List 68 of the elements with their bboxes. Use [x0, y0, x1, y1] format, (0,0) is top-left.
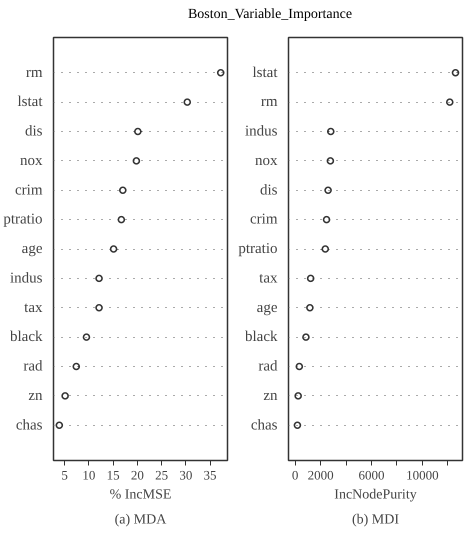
x-tick-label: 5 — [61, 468, 68, 482]
y-tick-label: ptratio — [238, 241, 278, 257]
y-tick-label: dis — [260, 182, 278, 198]
point — [326, 157, 334, 165]
y-tick-label: tax — [259, 270, 278, 286]
point — [82, 333, 90, 341]
point — [119, 186, 127, 194]
x-tick-label: 15 — [106, 468, 120, 482]
y-tick-label: chas — [250, 417, 278, 434]
y-tick-label: lstat — [18, 94, 44, 110]
x-tick-label: 35 — [204, 468, 217, 482]
text: Boston_Variable_Importance — [188, 6, 352, 24]
x-tick-label: 0 — [292, 468, 298, 482]
point — [72, 362, 80, 370]
x-tick-label: 30 — [179, 468, 192, 482]
point — [302, 333, 310, 341]
x-tick-label: 10000 — [406, 468, 439, 482]
point — [132, 157, 140, 165]
text: (a) MDA — [114, 512, 168, 528]
y-tick-label: zn — [28, 388, 43, 404]
point — [306, 304, 314, 312]
y-tick-label: rm — [260, 94, 278, 110]
x-tick-label: 20 — [130, 468, 144, 482]
y-tick-label: age — [256, 300, 278, 316]
text: (b) MDI — [352, 512, 400, 528]
point — [56, 421, 64, 430]
x-tick-label: 10 — [82, 468, 96, 482]
x-tick-label: 2000 — [308, 468, 334, 482]
point — [110, 245, 118, 253]
y-tick-label: crim — [15, 182, 43, 198]
point — [183, 98, 192, 106]
point — [324, 186, 332, 194]
y-tick-label: rm — [26, 64, 43, 81]
point — [95, 304, 103, 312]
point — [452, 68, 460, 77]
y-tick-label: lstat — [252, 64, 278, 81]
point — [118, 216, 126, 224]
point — [322, 216, 330, 224]
point — [95, 274, 103, 282]
point — [216, 68, 225, 77]
y-tick-label: indus — [244, 124, 278, 140]
x-axis-title: IncNodePurity — [334, 488, 417, 502]
point — [134, 128, 142, 136]
x-tick-label: 6000 — [358, 468, 384, 482]
y-tick-label: dis — [24, 124, 43, 140]
y-tick-label: zn — [263, 388, 278, 404]
point — [321, 245, 330, 253]
point — [306, 274, 314, 282]
y-tick-label: tax — [24, 300, 43, 316]
point — [294, 392, 302, 400]
y-tick-label: black — [10, 329, 43, 346]
y-tick-label: rad — [258, 358, 278, 374]
x-tick-label: 25 — [155, 468, 168, 482]
y-tick-label: rad — [23, 358, 43, 374]
y-tick-label: ptratio — [3, 212, 42, 228]
y-tick-label: crim — [250, 212, 278, 228]
y-tick-label: nox — [255, 152, 278, 169]
point — [294, 421, 302, 430]
point — [446, 98, 454, 106]
y-tick-label: black — [245, 329, 278, 346]
y-tick-label: chas — [16, 417, 43, 434]
point — [296, 362, 304, 370]
y-tick-label: nox — [20, 152, 43, 169]
point — [326, 128, 335, 136]
y-tick-label: indus — [10, 270, 43, 286]
y-tick-label: age — [22, 241, 43, 257]
x-axis-title: % IncMSE — [110, 488, 172, 502]
point — [61, 392, 69, 400]
